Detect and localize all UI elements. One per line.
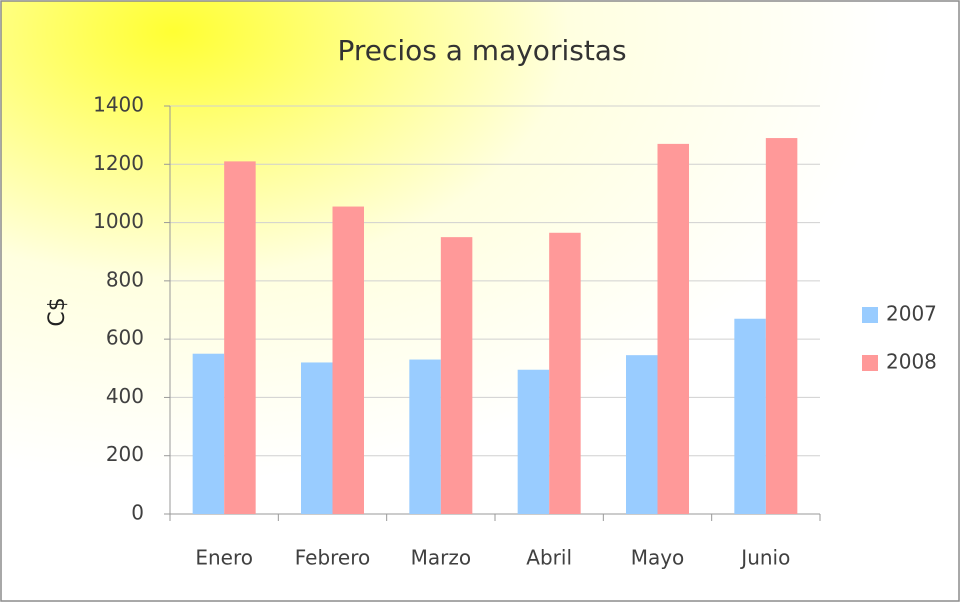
chart-title: Precios a mayoristas (337, 34, 626, 67)
bar (409, 359, 441, 514)
bar (192, 353, 225, 514)
bar (765, 138, 798, 515)
legend-label: 2008 (886, 350, 937, 374)
x-tick-label: Junio (739, 546, 790, 570)
x-tick-label: Abril (526, 546, 572, 570)
x-tick-label: Enero (195, 546, 253, 570)
y-tick-label: 800 (106, 267, 144, 291)
bar (301, 362, 333, 514)
legend-swatch (862, 307, 878, 323)
bar (332, 206, 364, 515)
y-tick-label: 600 (106, 326, 144, 350)
bar (657, 143, 689, 514)
x-tick-label: Marzo (411, 546, 471, 570)
legend-label: 2007 (886, 302, 937, 326)
bar (224, 161, 256, 514)
y-tick-label: 1400 (93, 93, 144, 117)
bar (626, 355, 658, 514)
y-tick-label: 1200 (93, 151, 144, 175)
x-tick-label: Febrero (295, 546, 371, 570)
y-tick-label: 400 (106, 384, 144, 408)
y-axis-label: C$ (45, 297, 70, 326)
y-tick-label: 0 (131, 501, 144, 525)
bar (440, 237, 473, 514)
x-tick-label: Mayo (631, 546, 685, 570)
bar (517, 369, 550, 514)
y-tick-label: 1000 (93, 209, 144, 233)
y-tick-label: 200 (106, 442, 144, 466)
legend-swatch (862, 355, 878, 371)
bar (549, 232, 581, 514)
bar (734, 318, 766, 514)
